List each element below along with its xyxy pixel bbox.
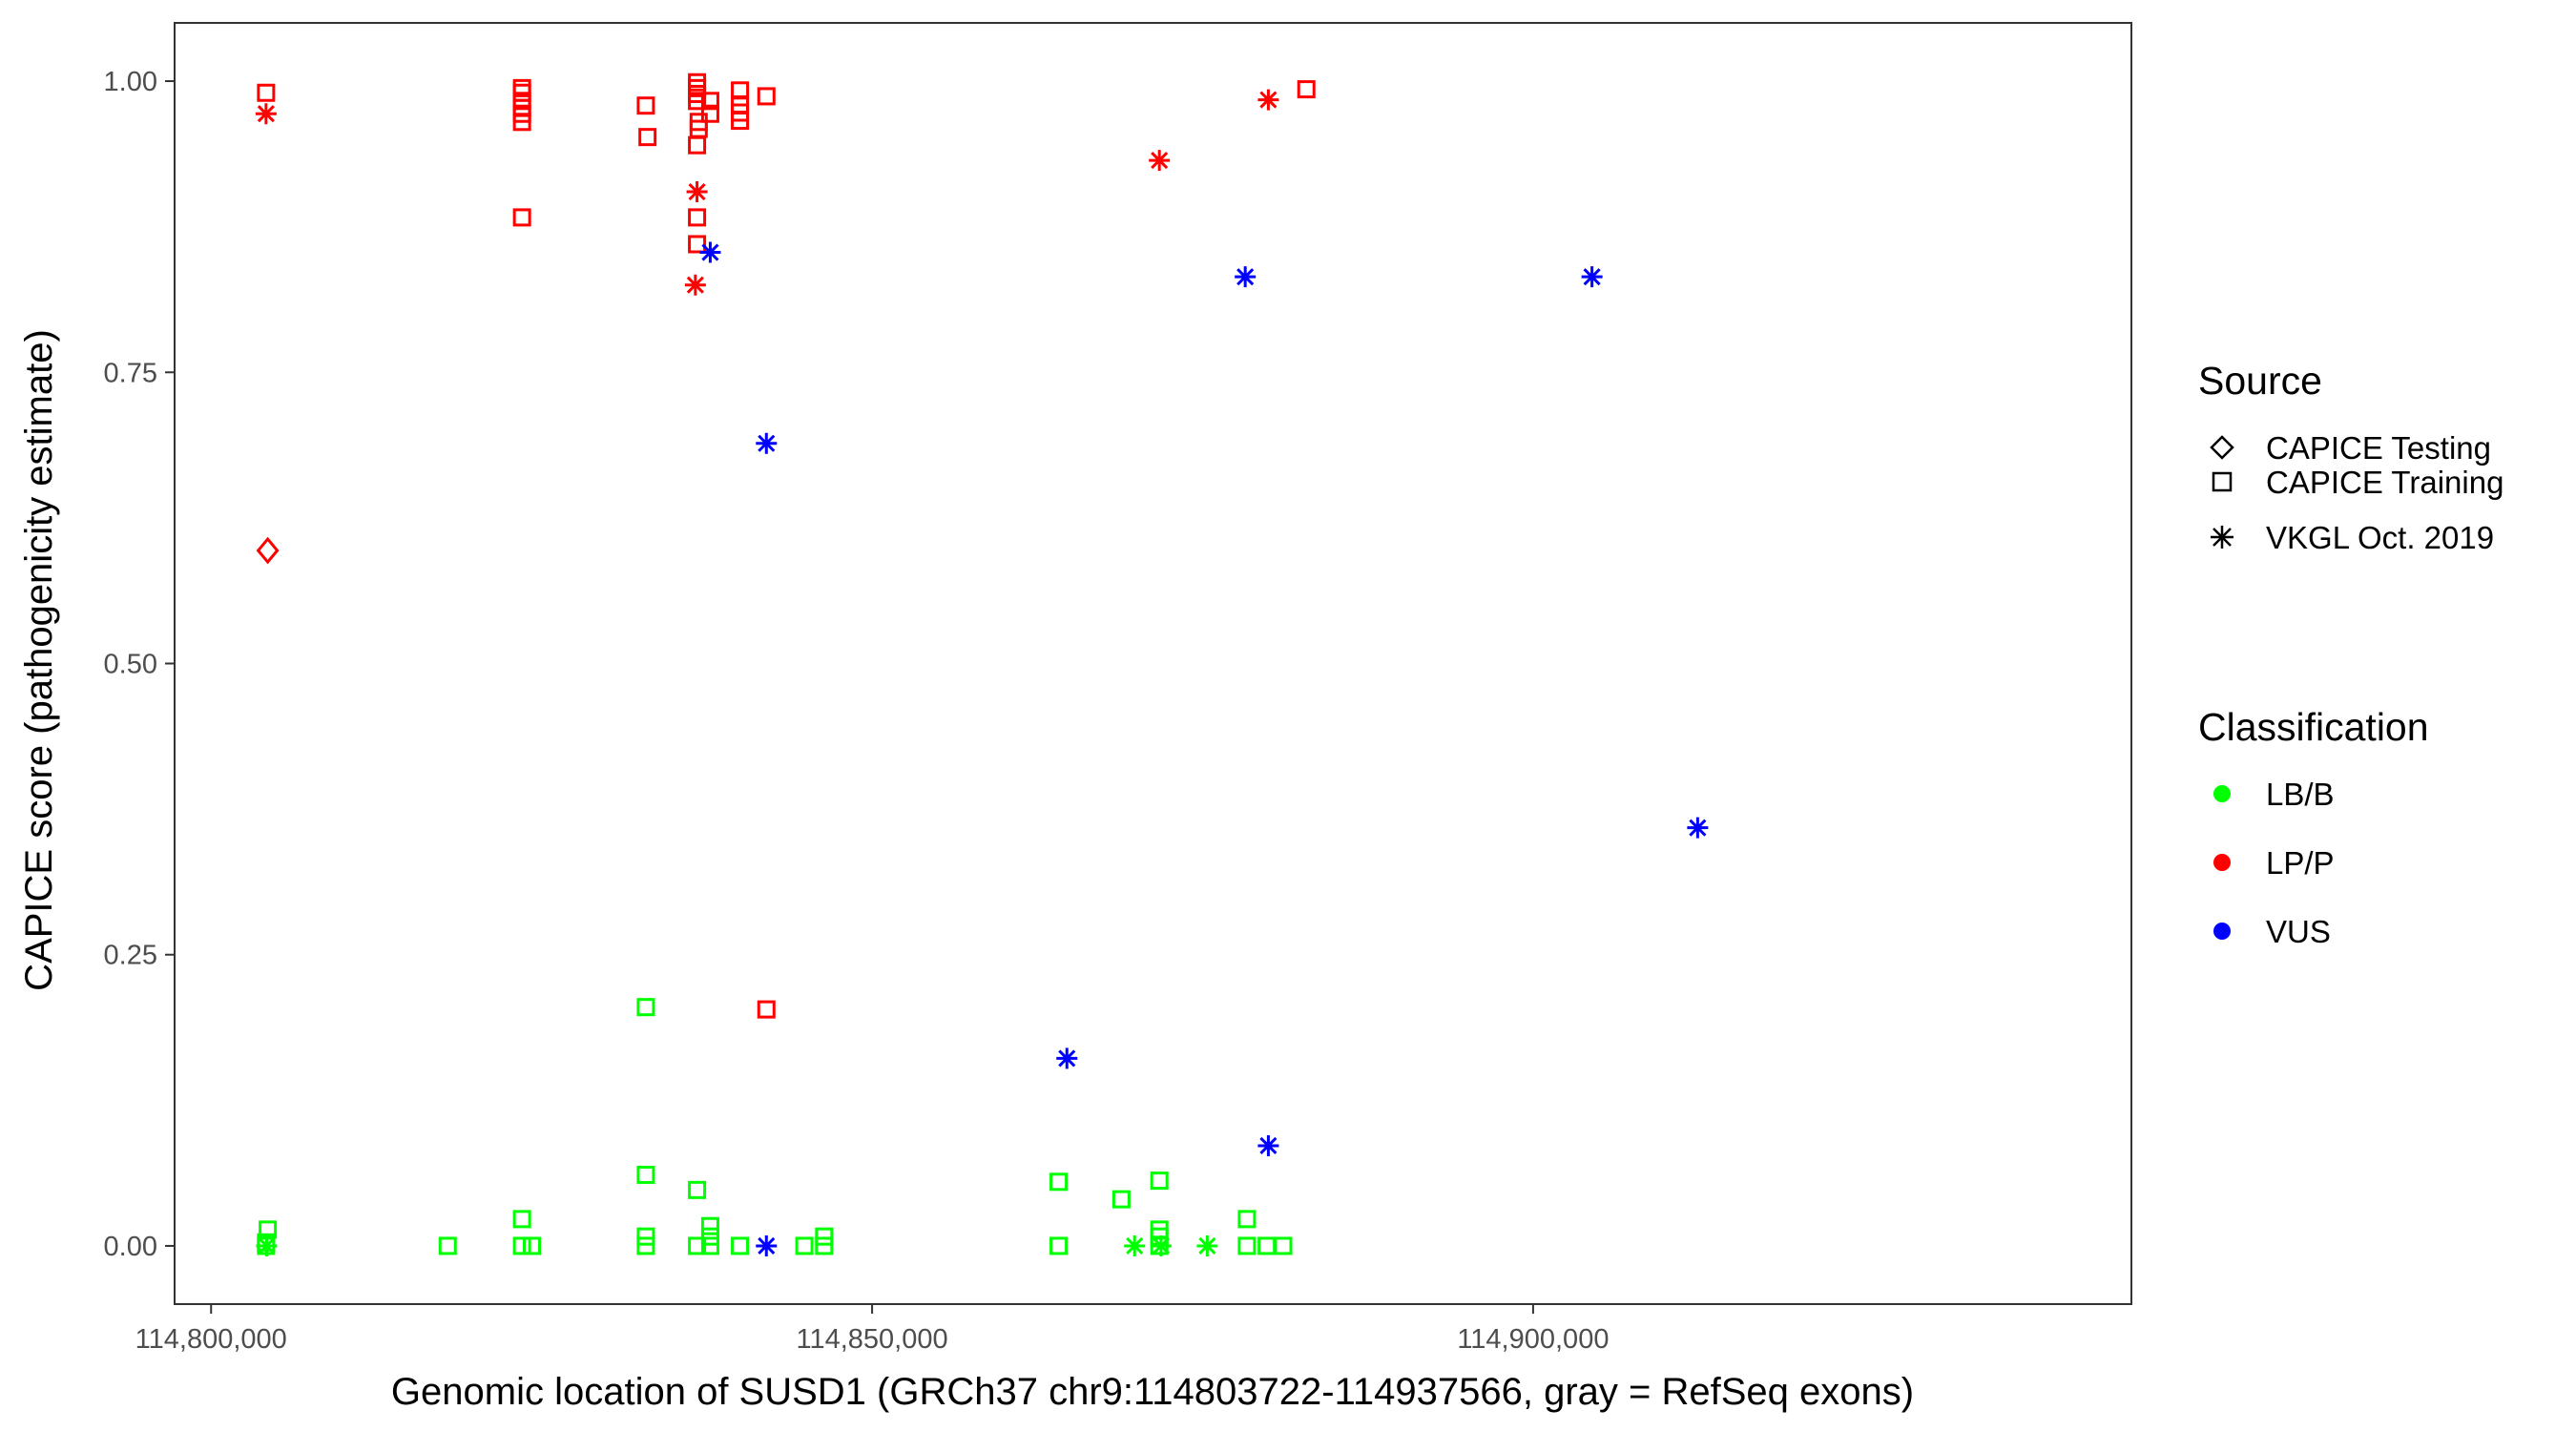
y-tick-label: 0.25: [104, 941, 157, 971]
training-square-point: [688, 1236, 707, 1255]
vus-dot-icon: [2213, 923, 2231, 940]
training-square-point: [636, 1227, 655, 1246]
vkgl-asterisk-point: [1257, 89, 1279, 111]
legend-classification-title: Classification: [2198, 705, 2429, 749]
vkgl-asterisk-point: [756, 432, 778, 454]
training-square-point: [636, 998, 655, 1017]
training-square-point: [757, 87, 776, 106]
training-square-point: [1049, 1236, 1069, 1255]
training-square-point: [636, 1236, 655, 1255]
training-square-point: [731, 1236, 750, 1255]
legend-classification: Classification LB/B LP/P VUS: [2198, 705, 2429, 949]
training-square-point: [688, 92, 707, 111]
training-square-point: [1049, 1172, 1069, 1192]
legend-class-lbb: LB/B: [2266, 777, 2335, 812]
vkgl-asterisk-point: [256, 1234, 278, 1256]
vkgl-asterisk-point: [1196, 1234, 1218, 1256]
training-square-point: [523, 1236, 542, 1255]
x-tick-label: 114,850,000: [797, 1324, 948, 1355]
x-axis: 114,800,000 114,850,000 114,900,000: [135, 1304, 1609, 1355]
training-square-point: [512, 1236, 531, 1255]
vkgl-asterisk-point: [1056, 1047, 1078, 1069]
y-tick-label: 0.00: [104, 1232, 157, 1262]
vkgl-asterisk-point: [699, 241, 721, 263]
vkgl-asterisk-point: [1235, 266, 1257, 288]
lpp-dot-icon: [2213, 854, 2231, 871]
asterisk-icon: [2211, 526, 2233, 549]
diamond-icon: [2210, 435, 2234, 460]
y-tick-label: 1.00: [104, 67, 157, 97]
training-square-point: [438, 1236, 457, 1255]
data-points: [255, 73, 1709, 1256]
vkgl-asterisk-point: [255, 103, 277, 125]
legend-class-vus: VUS: [2266, 914, 2331, 949]
training-square-point: [815, 1227, 834, 1246]
training-square-point: [700, 1216, 719, 1235]
y-axis: 0.00 0.25 0.50 0.75 1.00: [104, 67, 175, 1262]
x-tick-label: 114,900,000: [1457, 1324, 1609, 1355]
vkgl-asterisk-point: [1581, 266, 1603, 288]
training-square-point: [688, 1180, 707, 1199]
legend-source-title: Source: [2198, 359, 2322, 403]
vkgl-asterisk-point: [684, 274, 706, 296]
training-square-point: [688, 235, 707, 254]
training-square-point: [688, 208, 707, 227]
vkgl-asterisk-point: [1257, 1134, 1279, 1156]
training-square-point: [1237, 1236, 1257, 1255]
vkgl-asterisk-point: [1150, 1234, 1172, 1256]
legend-source-training: CAPICE Training: [2266, 465, 2503, 500]
training-square-point: [512, 1210, 531, 1229]
training-square-point: [636, 1165, 655, 1184]
testing-diamond-point: [256, 536, 280, 565]
legend-class-lpp: LP/P: [2266, 845, 2335, 881]
y-axis-title: CAPICE score (pathogenicity estimate): [18, 329, 60, 991]
vkgl-asterisk-point: [1687, 817, 1709, 839]
legend-source-vkgl: VKGL Oct. 2019: [2266, 520, 2494, 555]
training-square-point: [731, 112, 750, 131]
training-square-point: [1297, 80, 1316, 99]
y-tick-label: 0.50: [104, 650, 157, 680]
vkgl-asterisk-point: [686, 181, 708, 203]
training-square-point: [1274, 1236, 1293, 1255]
training-square-point: [1111, 1190, 1131, 1209]
square-icon: [2212, 471, 2233, 492]
training-square-point: [688, 135, 707, 155]
training-square-point: [700, 104, 719, 123]
training-square-point: [815, 1236, 834, 1255]
training-square-point: [512, 113, 531, 132]
training-square-point: [636, 96, 655, 115]
vkgl-asterisk-point: [1149, 150, 1171, 172]
training-square-point: [512, 208, 531, 227]
training-square-point: [700, 1227, 719, 1246]
training-square-point: [1237, 1210, 1257, 1229]
x-tick-label: 114,800,000: [135, 1324, 287, 1355]
x-axis-title: Genomic location of SUSD1 (GRCh37 chr9:1…: [391, 1371, 1914, 1413]
training-square-point: [638, 128, 657, 147]
training-square-point: [757, 1000, 776, 1019]
lbb-dot-icon: [2213, 785, 2231, 802]
training-square-point: [700, 1236, 719, 1255]
vkgl-asterisk-point: [1124, 1234, 1146, 1256]
training-square-point: [700, 92, 719, 111]
vkgl-asterisk-point: [756, 1234, 778, 1256]
training-square-point: [1150, 1172, 1169, 1191]
legend-source: Source CAPICE Testing CAPICE Training VK…: [2198, 359, 2503, 555]
training-square-point: [795, 1236, 814, 1255]
training-square-point: [257, 83, 276, 102]
y-tick-label: 0.75: [104, 358, 157, 388]
legend-source-testing: CAPICE Testing: [2266, 430, 2491, 466]
